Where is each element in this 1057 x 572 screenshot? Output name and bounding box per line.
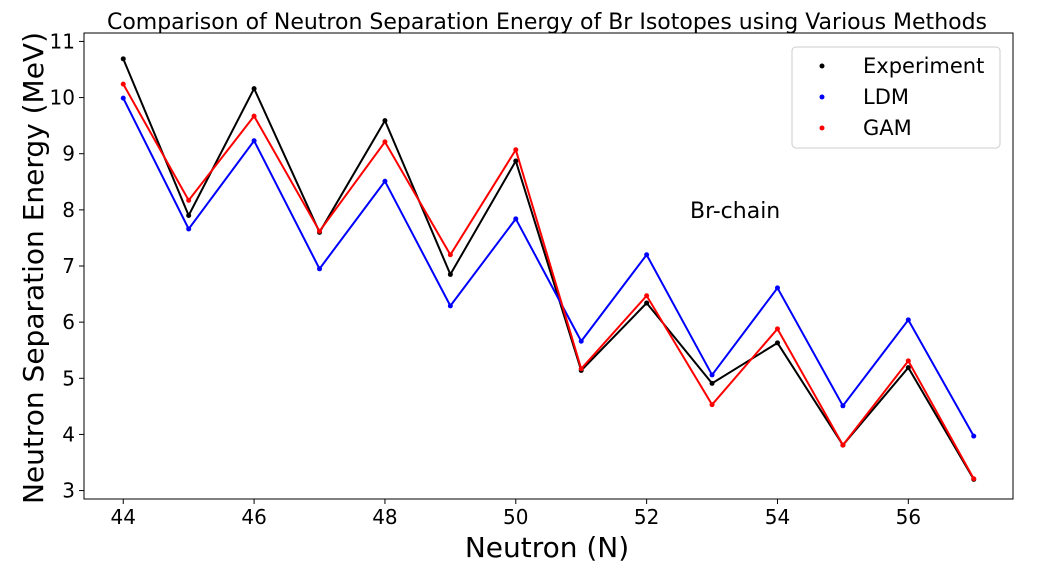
series-line-ldm — [122, 97, 975, 437]
x-axis-ticks: 44 46 48 50 52 54 56 — [111, 499, 921, 529]
x-tick-label: 56 — [896, 505, 921, 529]
data-point-ldm — [578, 338, 584, 344]
data-point-gam — [513, 147, 519, 153]
legend-box — [791, 46, 1001, 149]
series-gam — [120, 81, 977, 482]
legend-marker-gam — [819, 125, 825, 131]
data-point-experiment — [709, 380, 715, 386]
y-tick-label: 11 — [50, 29, 75, 53]
data-point-experiment — [774, 340, 780, 346]
data-point-gam — [120, 81, 126, 87]
legend-label-experiment: Experiment — [863, 54, 984, 78]
data-point-gam — [840, 442, 846, 448]
x-tick-label: 48 — [372, 505, 397, 529]
data-point-ldm — [905, 317, 911, 323]
data-point-ldm — [447, 303, 453, 309]
x-axis-label: Neutron (N) — [465, 531, 629, 564]
data-point-gam — [251, 113, 257, 119]
data-point-experiment — [251, 86, 257, 92]
data-point-gam — [317, 228, 323, 234]
data-point-experiment — [120, 56, 126, 62]
data-point-gam — [186, 197, 192, 203]
y-tick-label: 5 — [62, 366, 75, 390]
data-point-experiment — [905, 365, 911, 371]
data-point-gam — [971, 476, 977, 482]
data-point-experiment — [644, 300, 650, 306]
data-point-gam — [382, 139, 388, 145]
data-point-experiment — [513, 158, 519, 164]
data-point-gam — [905, 358, 911, 364]
series-ldm — [120, 95, 977, 439]
data-point-gam — [578, 366, 584, 372]
series-line-gam — [122, 83, 975, 480]
data-point-gam — [447, 252, 453, 258]
x-tick-label: 52 — [634, 505, 659, 529]
data-point-experiment — [382, 118, 388, 124]
data-point-experiment — [186, 212, 192, 218]
x-tick-label: 50 — [503, 505, 528, 529]
legend-marker-ldm — [819, 94, 825, 100]
y-tick-label: 3 — [62, 479, 75, 503]
data-point-ldm — [120, 95, 126, 101]
x-tick-label: 54 — [765, 505, 790, 529]
y-tick-label: 4 — [62, 422, 75, 446]
data-point-ldm — [774, 285, 780, 291]
data-point-ldm — [644, 252, 650, 258]
legend-marker-experiment — [819, 63, 825, 69]
annotation-br-chain: Br-chain — [690, 199, 780, 224]
data-point-gam — [709, 402, 715, 408]
x-tick-label: 46 — [241, 505, 266, 529]
data-point-ldm — [971, 433, 977, 439]
data-point-experiment — [447, 271, 453, 277]
legend-label-gam: GAM — [863, 116, 912, 140]
legend-label-ldm: LDM — [863, 85, 909, 109]
data-point-ldm — [251, 138, 257, 144]
series-experiment — [120, 56, 977, 482]
y-tick-label: 6 — [62, 310, 75, 334]
data-point-ldm — [709, 372, 715, 378]
data-point-ldm — [186, 226, 192, 232]
x-tick-label: 44 — [111, 505, 136, 529]
series-line-experiment — [122, 58, 975, 480]
data-point-ldm — [840, 403, 846, 409]
data-point-ldm — [317, 266, 323, 272]
data-point-gam — [774, 326, 780, 332]
data-point-gam — [644, 293, 650, 299]
y-tick-label: 7 — [62, 254, 75, 278]
y-tick-label: 10 — [50, 86, 75, 110]
y-tick-label: 9 — [62, 142, 75, 166]
y-tick-label: 8 — [62, 198, 75, 222]
data-point-ldm — [382, 178, 388, 184]
chart-title: Comparison of Neutron Separation Energy … — [107, 10, 987, 35]
legend: Experiment LDM GAM — [791, 46, 1001, 149]
y-axis-ticks: 3 4 5 6 7 8 9 10 11 — [50, 29, 84, 503]
data-point-ldm — [513, 216, 519, 222]
series-layer — [120, 56, 977, 482]
y-axis-label: Neutron Separation Energy (MeV) — [17, 32, 50, 504]
